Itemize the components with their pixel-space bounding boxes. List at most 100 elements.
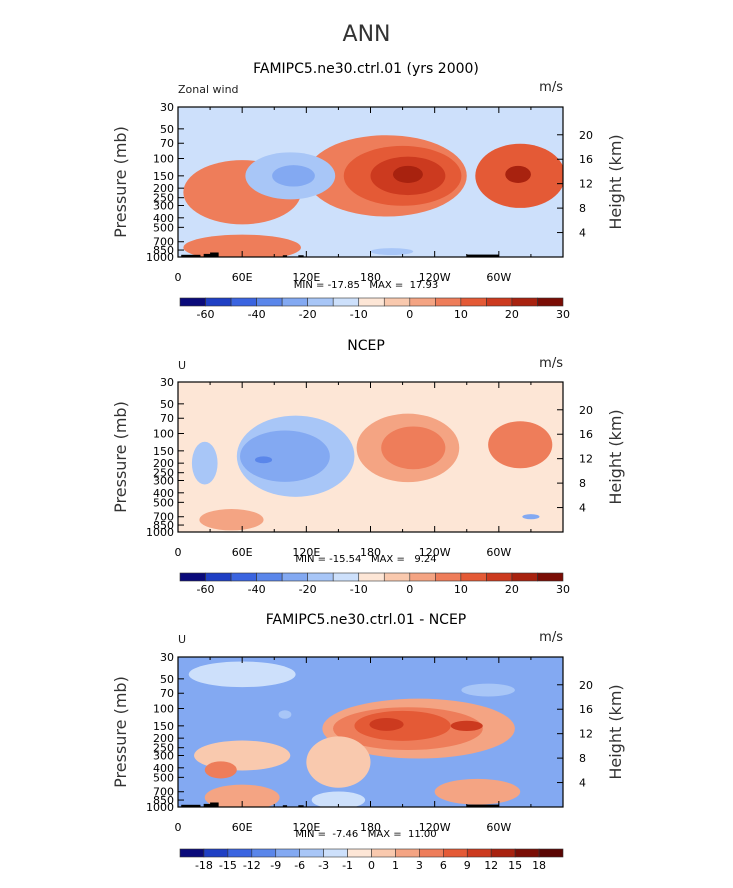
contour-region — [278, 710, 292, 719]
colorbar-label: -60 — [197, 583, 215, 596]
colorbar-swatch — [358, 572, 385, 582]
colorbar-label: -3 — [318, 859, 329, 872]
colorbar-swatch — [307, 572, 334, 582]
panel-units: m/s — [539, 630, 563, 645]
colorbar-swatch — [179, 848, 205, 858]
colorbar-swatch — [332, 572, 360, 582]
terrain-mask — [203, 253, 211, 257]
x-tick-label: 60E — [232, 271, 253, 284]
contour-region — [191, 441, 218, 485]
colorbar-swatch — [409, 297, 436, 307]
colorbar-label: 15 — [508, 859, 522, 872]
y-axis-label: Pressure (mb) — [111, 676, 130, 788]
colorbar-label: 20 — [505, 583, 519, 596]
y-axis-label: Pressure (mb) — [111, 126, 130, 238]
contour-region — [254, 456, 273, 464]
contour-fill — [188, 661, 521, 807]
x-tick-label: 120W — [419, 271, 451, 284]
colorbar-label: 30 — [556, 308, 570, 321]
colorbar-label: 12 — [484, 859, 498, 872]
height-tick-label: 12 — [579, 453, 593, 466]
x-tick-label: 60E — [232, 546, 253, 559]
y-tick-label: 150 — [153, 170, 174, 183]
panel-3: 0 60E 120E 180 120W 60W3050701001502002503004… — [111, 612, 625, 872]
colorbar-swatch — [299, 848, 324, 858]
colorbar-swatch — [256, 297, 283, 307]
y-tick-label: 850 — [153, 794, 174, 807]
colorbar-swatch — [251, 848, 277, 858]
y-tick-label: 300 — [153, 474, 174, 487]
contour-region — [522, 514, 540, 520]
y-tick-label: 100 — [153, 428, 174, 441]
colorbar-swatch — [460, 297, 487, 307]
y-tick-label: 850 — [153, 244, 174, 257]
x-tick-label: 0 — [175, 271, 182, 284]
y-tick-label: 1000 — [146, 801, 174, 814]
y-tick-label: 100 — [153, 703, 174, 716]
y-tick-label: 400 — [153, 487, 174, 500]
y-tick-label: 400 — [153, 762, 174, 775]
contour-fill — [183, 135, 563, 257]
panel-title: NCEP — [347, 338, 385, 354]
x-tick-label: 0 — [175, 821, 182, 834]
terrain-mask — [298, 255, 304, 257]
height-tick-label: 8 — [579, 752, 586, 765]
y-tick-label: 30 — [160, 651, 174, 664]
colorbar-label: -60 — [197, 308, 215, 321]
y-tick-label: 150 — [153, 720, 174, 733]
terrain-mask — [282, 255, 288, 257]
height-tick-label: 8 — [579, 477, 586, 490]
colorbar-swatch — [514, 848, 540, 858]
colorbar-swatch — [230, 572, 257, 582]
terrain-mask — [282, 805, 288, 807]
y-tick-label: 700 — [153, 236, 174, 249]
y-tick-label: 700 — [153, 786, 174, 799]
y-tick-label: 200 — [153, 732, 174, 745]
colorbar-label: 3 — [416, 859, 423, 872]
y-tick-label: 100 — [153, 153, 174, 166]
y-tick-label: 250 — [153, 467, 174, 480]
contour-region — [488, 421, 553, 469]
height-tick-label: 16 — [579, 428, 593, 441]
panel-units: m/s — [539, 80, 563, 95]
y-tick-label: 300 — [153, 199, 174, 212]
panel-title: FAMIPC5.ne30.ctrl.01 - NCEP — [266, 612, 466, 628]
colorbar-swatch — [511, 297, 538, 307]
contour-fill — [191, 413, 553, 531]
contour-region — [240, 430, 330, 482]
colorbar-swatch — [256, 572, 283, 582]
colorbar-label: -1 — [342, 859, 353, 872]
y-tick-label: 50 — [160, 673, 174, 686]
colorbar-swatch — [358, 297, 385, 307]
y-tick-label: 500 — [153, 771, 174, 784]
height-tick-label: 8 — [579, 202, 586, 215]
colorbar-label: -6 — [294, 859, 305, 872]
colorbar-label: -10 — [350, 308, 368, 321]
colorbar-label: -15 — [219, 859, 237, 872]
colorbar-swatch — [230, 297, 257, 307]
colorbar-swatch — [409, 572, 436, 582]
colorbar-swatch — [419, 848, 444, 858]
x-tick-label: 0 — [175, 546, 182, 559]
height-axis-label: Height (km) — [606, 409, 625, 504]
colorbar-swatch — [538, 848, 564, 858]
terrain-mask — [466, 804, 499, 807]
terrain-mask — [203, 803, 211, 807]
colorbar-swatch — [537, 572, 564, 582]
y-tick-label: 70 — [160, 137, 174, 150]
panel-left-label: U — [178, 633, 186, 646]
colorbar-swatch — [486, 297, 513, 307]
colorbar-label: -9 — [270, 859, 281, 872]
contour-region — [392, 165, 423, 183]
terrain-mask — [466, 254, 499, 257]
height-tick-label: 16 — [579, 703, 593, 716]
colorbar-swatch — [511, 572, 538, 582]
height-tick-label: 4 — [579, 227, 586, 240]
colorbar-swatch — [371, 848, 396, 858]
x-tick-label: 120E — [292, 821, 320, 834]
terrain-mask — [298, 805, 304, 807]
x-tick-label: 180 — [360, 546, 381, 559]
y-tick-label: 70 — [160, 687, 174, 700]
colorbar-swatch — [466, 848, 492, 858]
